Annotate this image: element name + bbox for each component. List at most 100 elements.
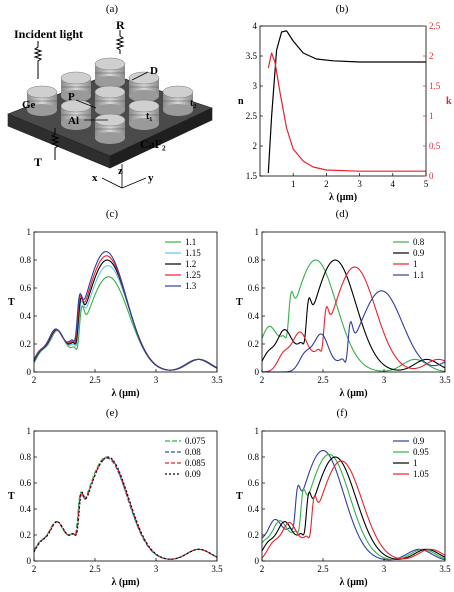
- transmission-chart-d: 2 2.5 3 3.500.20.40.60.81λ (μm)T0.80.911.1: [236, 227, 451, 399]
- metasurface-diagram: Incident light R D P Ge Al t₁ t₂ CaF₂ T …: [7, 18, 213, 189]
- legend-label-1: 1.15: [185, 248, 201, 258]
- y-tick-label-1: 0.2: [20, 530, 31, 540]
- y-axis-label: T: [8, 297, 15, 308]
- x-axis-label: λ (μm): [339, 577, 367, 588]
- x-tick-label-1: 2.5: [317, 564, 329, 574]
- x-tick-label-3: 3.5: [211, 564, 223, 574]
- series-line-0: [267, 30, 426, 174]
- x-tick-label-2: 3: [154, 375, 159, 385]
- nanodisk-bottom: [129, 118, 159, 130]
- series-line-2: [33, 456, 218, 560]
- legend-label-0: 0.8: [413, 237, 425, 247]
- series-line-3: [261, 460, 446, 560]
- nk-chart: 1 2 3 4 5 1.5 2 2.5 3 3.5 4 0 0.5 1 1.5 2 2.5 λ (μm) n k: [238, 21, 452, 203]
- x-tick-label-0: 2: [260, 564, 265, 574]
- nanodisk-4: [94, 85, 126, 116]
- y-tick-label-3: 0.6: [20, 478, 32, 488]
- x-axis-label: λ (μm): [339, 388, 367, 399]
- transmission-chart-c: 2 2.5 3 3.500.20.40.60.81λ (μm)T1.11.151.21…: [8, 227, 223, 399]
- x-tick-label-3: 3.5: [211, 375, 223, 385]
- y2-tick-label-1: 0.5: [429, 141, 441, 151]
- nanodisk-top: [26, 85, 58, 99]
- y-tick-label-5: 1: [255, 426, 260, 436]
- legend-label-2: 0.085: [185, 458, 206, 468]
- x-tick-label-3: 4: [391, 179, 396, 189]
- t1-label: t₁: [146, 111, 152, 122]
- panel-label-c: (c): [105, 208, 119, 220]
- transmission-chart-e: 2 2.5 3 3.500.20.40.60.81λ (μm)T0.0750.080.…: [8, 426, 223, 588]
- y-tick-label-4: 0.8: [248, 255, 260, 265]
- x-tick-label-0: 1: [291, 179, 296, 189]
- nanodisk-bottom: [61, 90, 91, 102]
- legend-label-2: 1: [413, 458, 418, 468]
- y-tick-label-2: 0.4: [20, 311, 32, 321]
- y2-tick-label-0: 0: [429, 171, 434, 181]
- y-tick-label-0: 1.5: [246, 171, 258, 181]
- nanodisk-8: [94, 113, 126, 144]
- x-tick-label-1: 2.5: [317, 375, 329, 385]
- x-axis-label: λ (μm): [111, 577, 139, 588]
- reflected-spring-icon: [115, 30, 125, 54]
- nanodisk-1: [128, 71, 160, 102]
- nanodisk-bottom: [163, 104, 193, 116]
- series-line-4: [33, 251, 218, 371]
- y-tick-label-0: 0: [255, 367, 260, 377]
- x-tick-label-3: 3.5: [439, 564, 451, 574]
- x-tick-label-2: 3: [357, 179, 362, 189]
- al-label: Al: [68, 115, 79, 127]
- nanodisk-top: [94, 57, 126, 71]
- nanodisk-6: [128, 99, 160, 130]
- legend-label-1: 0.9: [413, 248, 425, 258]
- y-tick-label-3: 0.6: [248, 283, 260, 293]
- y-label: y: [148, 172, 154, 184]
- nanodisk-bottom: [61, 118, 91, 130]
- y-tick-label-5: 1: [27, 227, 32, 237]
- legend-label-3: 1.05: [413, 469, 429, 479]
- y-axis-label: n: [238, 96, 244, 107]
- y2-tick-label-5: 2.5: [429, 21, 441, 31]
- x-tick-label-0: 2: [32, 375, 37, 385]
- plot-frame: [33, 231, 218, 373]
- y2-tick-label-2: 1: [429, 111, 434, 121]
- substrate-label: CaF₂: [140, 137, 166, 151]
- plot-frame: [259, 25, 427, 177]
- d-label: D: [150, 65, 158, 77]
- y-tick-label-3: 0.6: [248, 478, 260, 488]
- nanodisk-bottom: [129, 90, 159, 102]
- y-tick-label-1: 0.2: [248, 530, 259, 540]
- nanodisk-top: [162, 85, 194, 99]
- nanodisk-bottom: [27, 104, 57, 116]
- y-tick-label-1: 0.2: [20, 339, 31, 349]
- panel-label-b: (b): [335, 3, 349, 15]
- plot-frame: [33, 430, 218, 562]
- nanodisk-top: [60, 99, 92, 113]
- series-line-0: [261, 449, 446, 561]
- y-tick-label-2: 2.5: [246, 111, 258, 121]
- y-tick-label-0: 0: [27, 367, 32, 377]
- nanodisk-bottom: [95, 104, 125, 116]
- x-tick-label-4: 5: [424, 179, 429, 189]
- y-tick-label-2: 0.4: [248, 504, 260, 514]
- nanodisk-bottom: [95, 132, 125, 144]
- nanodisk-top: [128, 99, 160, 113]
- y-axis-label: T: [236, 491, 243, 502]
- panel-label-f: (f): [336, 407, 348, 419]
- z-label: z: [118, 165, 123, 177]
- nanodisk-top: [60, 71, 92, 85]
- y-tick-label-0: 0: [27, 556, 32, 566]
- plot-frame: [261, 231, 446, 373]
- nanodisk-array: [26, 57, 194, 144]
- legend-label-0: 0.075: [185, 436, 206, 446]
- y-tick-label-3: 3: [253, 81, 258, 91]
- y2-tick-label-4: 2: [429, 51, 434, 61]
- t2-label: t₂: [190, 98, 196, 109]
- panel-label-a: (a): [105, 3, 119, 15]
- nanodisk-3: [162, 85, 194, 116]
- x-tick-label-2: 3: [382, 564, 387, 574]
- legend-label-0: 0.9: [413, 436, 425, 446]
- panel-label-e: (e): [105, 407, 119, 419]
- series-line-0: [261, 259, 446, 372]
- series-line-3: [262, 290, 446, 373]
- series-line-1: [267, 52, 426, 172]
- series-line-1: [261, 259, 446, 371]
